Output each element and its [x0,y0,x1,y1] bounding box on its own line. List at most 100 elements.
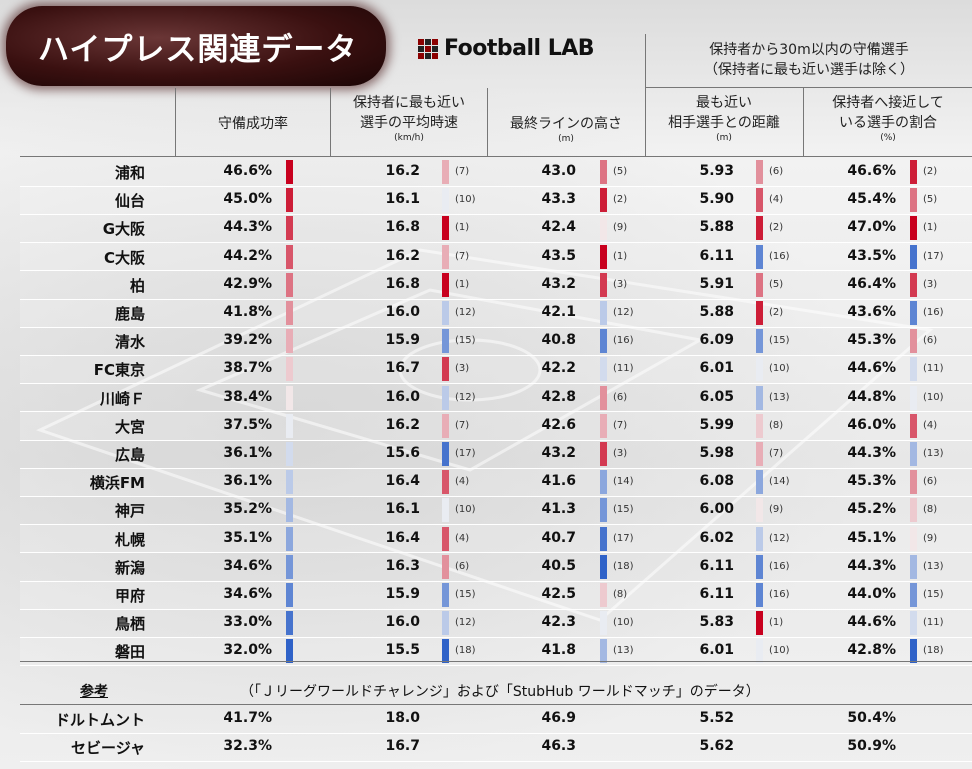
cell-value: 5.88 [699,219,734,236]
cell-value: 18.0 [385,710,420,726]
team-name: 浦和 [114,164,145,182]
rank-color-bar [442,526,449,551]
rank-color-bar [286,413,293,438]
team-name: 仙台 [114,192,145,211]
rank-label: (5) [613,166,628,177]
cell-value: 32.3% [223,738,272,754]
rank-color-bar [286,385,293,410]
rank-color-bar [286,357,293,382]
rank-label: (18) [613,560,634,572]
rank-label: (3) [613,448,628,459]
table-row: C大阪 44.2% 16.2 (7) 43.5 (1) 6.11 (16) 43.5% (17) [20,242,972,272]
rank-color-bar [600,188,607,213]
rank-label: (10) [923,391,944,403]
rank-color-bar [600,413,607,438]
rank-label: (7) [455,250,470,262]
column-header-success-rate: 守備成功率 [218,116,288,132]
rank-color-bar [910,272,917,297]
cell-value: 44.3% [847,557,896,574]
rank-label: (13) [613,645,634,657]
rank-color-bar [756,639,763,664]
cell-value: 41.8% [223,304,272,320]
rank-label: (9) [923,532,938,544]
rank-label: (2) [613,194,628,206]
team-name: 大宮 [114,417,145,436]
rank-color-bar [600,470,607,495]
rank-color-bar [286,639,293,664]
rank-color-bar [910,301,917,325]
cell-value: 43.3 [541,191,576,208]
cell-value: 42.4 [541,219,576,236]
rank-color-bar [442,188,449,213]
rank-label: (8) [613,589,628,600]
rank-color-bar [442,244,449,269]
reference-row: セビージャ 32.3% 16.7 46.3 5.62 50.9% [20,733,972,762]
rank-label: (16) [613,335,634,347]
rank-color-bar [910,385,917,410]
cell-value: 5.91 [699,275,734,292]
rank-label: (5) [923,194,938,206]
cell-value: 40.7 [541,529,576,546]
rank-label: (10) [455,194,476,206]
reference-label: 参考 [80,684,108,700]
cell-value: 44.0% [847,586,896,602]
cell-value: 42.1 [541,304,576,320]
team-name: 神戸 [114,502,145,521]
rank-label: (12) [455,617,476,629]
rank-label: (6) [923,476,938,488]
cell-value: 34.6% [223,586,272,602]
rank-color-bar [442,611,449,636]
table-row: 神戸 35.2% 16.1 (10) 41.3 (15) 6.00 (9) 45.2% (8) [20,496,972,526]
rank-color-bar [910,413,917,438]
cell-value: 44.3% [223,219,272,236]
rank-color-bar [910,188,917,213]
rank-label: (4) [455,476,470,488]
table-row: 鳥栖 33.0% 16.0 (12) 42.3 (10) 5.83 (1) 44.6% (11) [20,609,972,638]
rank-color-bar [442,216,449,241]
rank-label: (3) [923,278,938,290]
rank-color-bar [442,357,449,382]
cell-value: 16.7 [385,360,420,377]
cell-value: 45.3% [847,332,896,349]
cell-value: 45.2% [847,501,896,518]
rank-label: (7) [455,166,470,177]
rank-label: (1) [923,222,938,234]
rank-label: (2) [769,307,784,318]
cell-value: 16.4 [385,529,420,546]
rank-color-bar [756,554,763,579]
rank-color-bar [286,611,293,636]
rank-color-bar [286,442,293,466]
rank-color-bar [910,160,917,184]
cell-value: 16.8 [385,219,420,236]
divider [803,88,804,156]
cell-value: 42.6 [541,416,576,433]
rank-color-bar [756,301,763,325]
rank-color-bar [756,272,763,297]
cell-value: 16.0 [385,614,420,631]
cell-value: 42.5 [541,586,576,602]
cell-value: 5.99 [699,416,734,433]
rank-label: (15) [455,335,476,347]
football-lab-logo: Football LAB [418,36,595,61]
rank-color-bar [286,216,293,241]
rank-label: (4) [455,532,470,544]
cell-value: 36.1% [223,445,272,461]
rank-color-bar [910,639,917,664]
rank-label: (1) [613,250,628,262]
rank-color-bar [286,272,293,297]
cell-value: 43.5% [847,247,896,264]
cell-value: 42.9% [223,275,272,292]
cell-value: 5.90 [699,191,734,208]
cell-value: 34.6% [223,557,272,574]
rank-color-bar [600,526,607,551]
cell-value: 5.88 [699,304,734,320]
cell-value: 38.4% [223,388,272,405]
table-row: 横浜FM 36.1% 16.4 (4) 41.6 (14) 6.08 (14) 45.3% (6) [20,468,972,497]
cell-value: 6.05 [699,388,734,405]
cell-value: 44.2% [223,247,272,264]
table-row: G大阪 44.3% 16.8 (1) 42.4 (9) 5.88 (2) 47.0% (1) [20,214,972,244]
cell-value: 5.98 [699,445,734,461]
divider [487,88,488,156]
rank-color-bar [756,583,763,607]
team-name: 横浜FM [89,474,145,493]
